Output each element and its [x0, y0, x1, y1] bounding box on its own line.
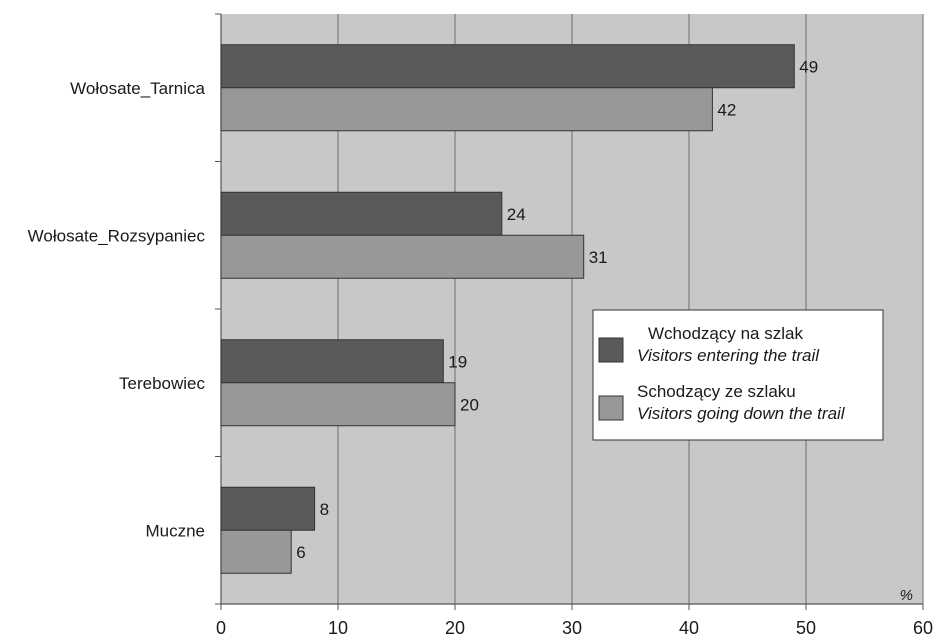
x-tick-label: 30: [562, 618, 582, 638]
bar: [220, 87, 713, 132]
data-label: 24: [507, 205, 526, 224]
category-label: Muczne: [145, 521, 205, 540]
bar: [220, 529, 292, 574]
category-label: Wołosate_Rozsypaniec: [28, 226, 206, 245]
bar: [220, 382, 456, 427]
unit-label: %: [900, 587, 913, 604]
data-label: 31: [589, 248, 608, 267]
data-label: 8: [320, 500, 329, 519]
legend-label-en: Visitors going down the trail: [637, 404, 846, 423]
category-label: Wołosate_Tarnica: [70, 79, 205, 98]
data-label: 19: [448, 352, 467, 371]
bar: [220, 234, 585, 279]
legend-label: Wchodzący na szlak: [648, 324, 803, 343]
bar: [220, 486, 316, 531]
x-tick-label: 40: [679, 618, 699, 638]
x-tick-label: 10: [328, 618, 348, 638]
data-label: 49: [799, 57, 818, 76]
legend-swatch: [598, 337, 624, 363]
bar: [220, 191, 503, 236]
legend-label-en: Visitors entering the trail: [637, 346, 820, 365]
data-label: 6: [296, 543, 305, 562]
bar: [220, 44, 795, 89]
legend-box: [592, 309, 884, 441]
labels: 0 10 20 30 40 50 60 Wołosate_Tarnica 49 42 Wołosat…: [28, 57, 933, 638]
x-tick-label: 60: [913, 618, 933, 638]
category-label: Terebowiec: [119, 374, 205, 393]
legend-label: Schodzący ze szlaku: [637, 382, 796, 401]
data-label: 42: [717, 100, 736, 119]
legend: Wchodzący na szlak Visitors entering the …: [592, 309, 884, 441]
data-label: 20: [460, 395, 479, 414]
bars: [220, 44, 795, 574]
legend-swatch: [598, 395, 624, 421]
x-tick-label: 50: [796, 618, 816, 638]
x-tick-label: 0: [216, 618, 226, 638]
bar: [220, 339, 444, 384]
x-tick-label: 20: [445, 618, 465, 638]
